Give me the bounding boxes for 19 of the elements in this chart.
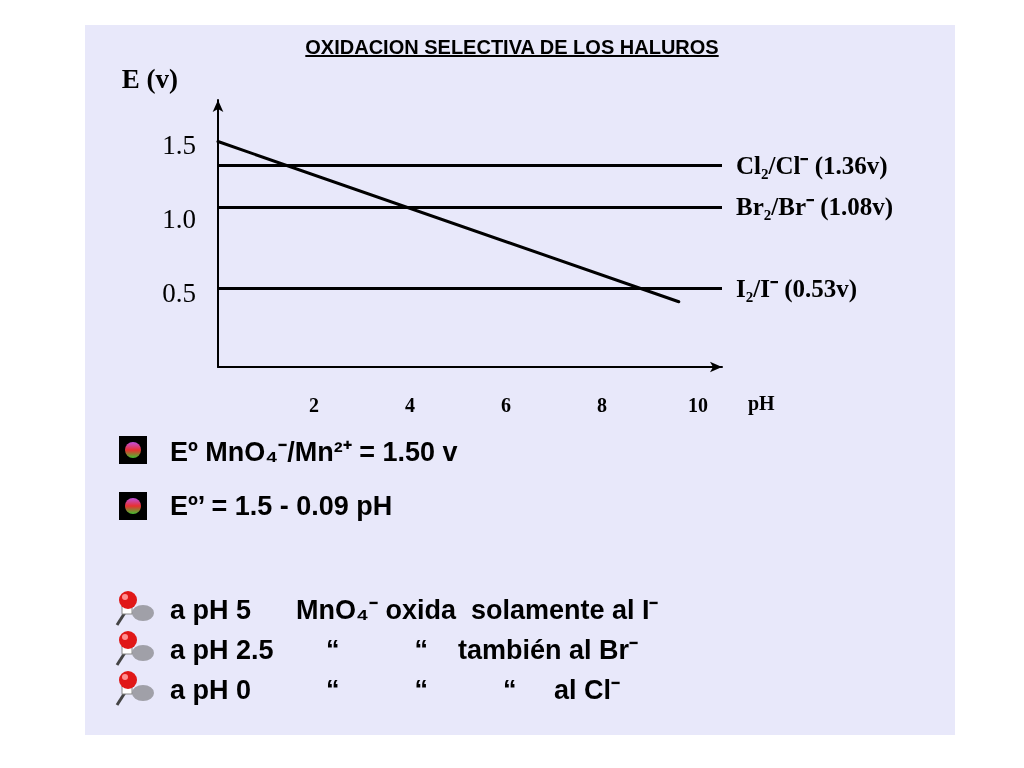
text: Eº’ = 1.5 - 0.09 pH	[170, 490, 393, 522]
x-tick-label: 10	[688, 394, 708, 416]
ref-line-label: Br₂/Br⁻ (1.08v)	[736, 193, 894, 222]
ref-line-label: I₂/I⁻ (0.53v)	[736, 274, 858, 303]
x-tick-label: 6	[501, 394, 511, 416]
x-tick-label: 2	[309, 394, 319, 416]
x-tick-label: 4	[405, 394, 415, 416]
y-tick-label: 1.0	[162, 203, 196, 234]
text: Eº MnO₄⁻/Mn²⁺ = 1.50 v	[170, 435, 458, 469]
y-tick-label: 0.5	[162, 277, 196, 308]
text: a pH 0 “ “ “ al Cl⁻	[170, 673, 621, 707]
chart-title: OXIDACION SELECTIVA DE LOS HALUROS	[304, 36, 720, 59]
y-tick-label: 1.5	[162, 129, 196, 160]
x-tick-label: 8	[597, 394, 607, 416]
text: a pH 5 MnO₄⁻ oxida solamente al I⁻	[170, 593, 659, 627]
text: a pH 2.5 “ “ también al Br⁻	[170, 633, 639, 667]
y-axis-title: E (v)	[121, 63, 178, 94]
ref-line-label: Cl₂/Cl⁻ (1.36v)	[736, 151, 888, 180]
x-axis-title: pH	[748, 392, 776, 415]
